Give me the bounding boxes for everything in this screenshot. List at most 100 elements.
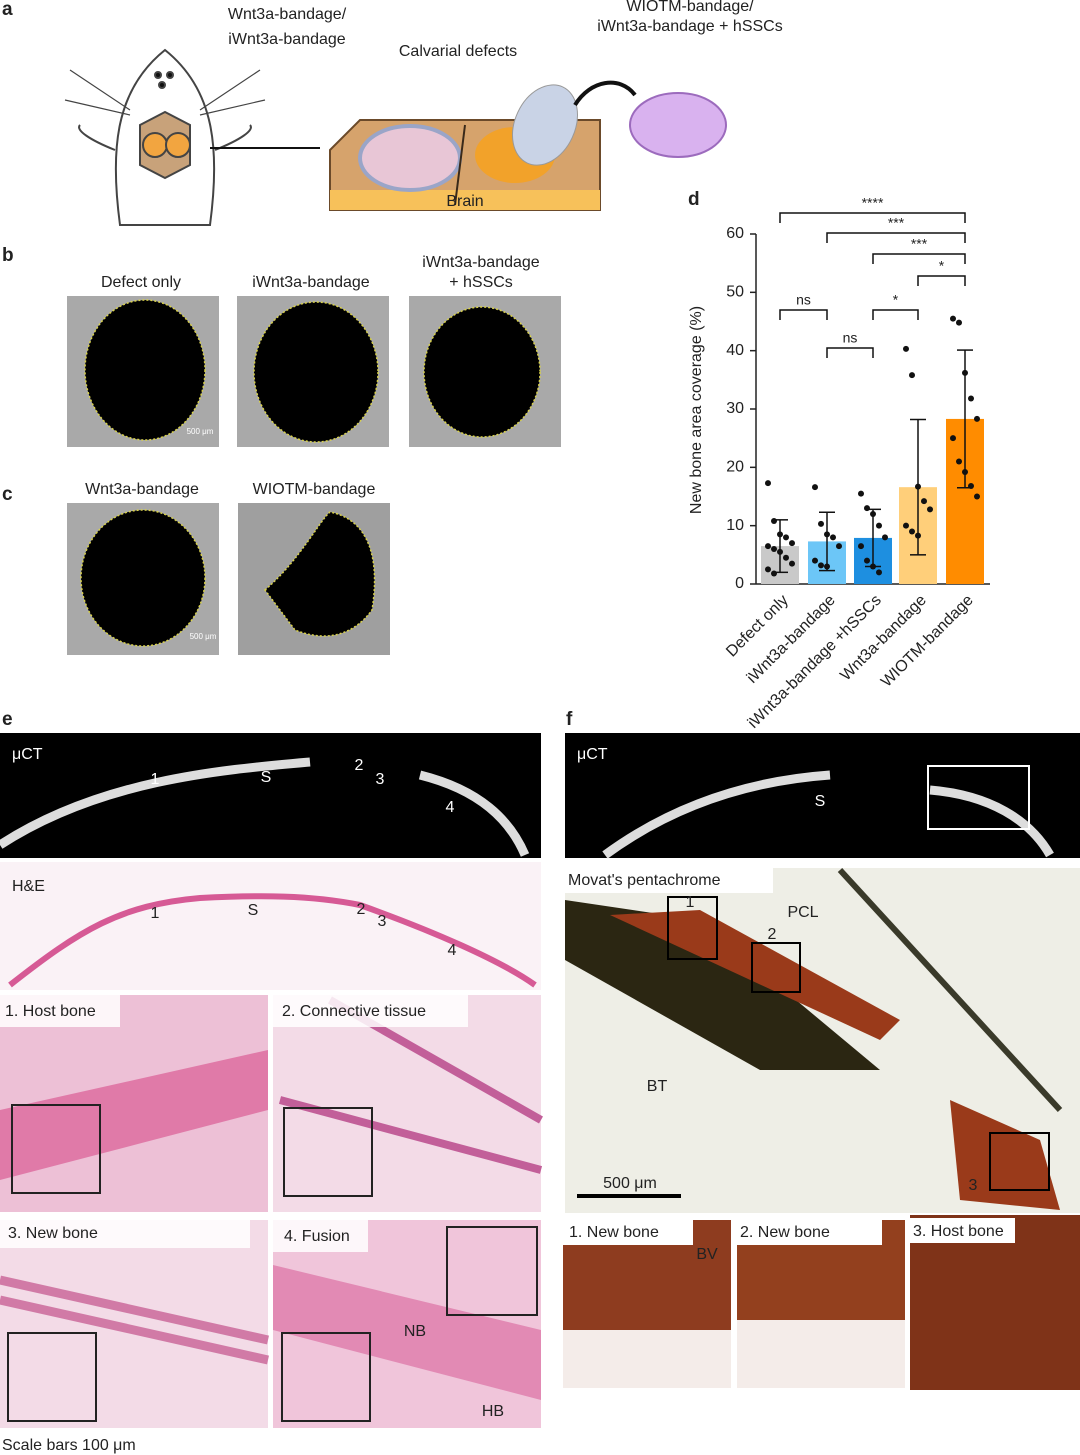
label: iWnt3a-bandage <box>228 31 346 48</box>
data-point <box>783 554 789 561</box>
significance-label: *** <box>911 236 928 252</box>
footnote: Scale bars 100 μm <box>2 1437 136 1454</box>
panel-letter: a <box>2 0 13 20</box>
data-point <box>909 528 915 535</box>
data-point <box>765 543 771 550</box>
data-point <box>765 566 771 573</box>
marker: 1 <box>151 771 160 788</box>
data-point <box>836 543 842 550</box>
y-tick-label: 40 <box>726 342 744 359</box>
inset-title: 1. New bone <box>569 1224 659 1241</box>
inset-title: 3. Host bone <box>913 1223 1004 1240</box>
data-point <box>812 484 818 491</box>
data-point <box>962 369 968 376</box>
data-point <box>824 563 830 570</box>
data-point <box>962 469 968 475</box>
bar-chart: New bone area coverage (%) 0 10 20 30 40 50 60… <box>688 195 990 732</box>
significance-label: * <box>893 292 899 308</box>
marker: 1 <box>686 894 695 911</box>
data-point <box>771 570 777 577</box>
marker: S <box>261 769 272 786</box>
scale-label: 500 μm <box>190 632 217 641</box>
data-point <box>870 511 876 517</box>
panel-letter: b <box>2 245 14 266</box>
data-point <box>915 532 921 539</box>
y-tick-label: 50 <box>726 284 744 301</box>
inset-title: 4. Fusion <box>284 1228 350 1245</box>
significance-label: * <box>939 258 945 274</box>
data-point <box>864 505 870 512</box>
data-point <box>777 548 783 555</box>
marker: 4 <box>446 799 455 816</box>
data-point <box>876 569 882 576</box>
marker: 4 <box>448 942 457 959</box>
y-tick-label: 60 <box>726 225 744 242</box>
significance-label: *** <box>888 215 905 231</box>
marker: 2 <box>355 757 364 774</box>
data-point <box>777 531 783 538</box>
label: Wnt3a-bandage/ <box>228 6 347 23</box>
significance-bracket <box>872 253 966 264</box>
label: iWnt3a-bandage <box>252 274 370 291</box>
panel-letter: d <box>688 189 700 210</box>
callout: BV <box>696 1246 718 1263</box>
significance-bracket <box>826 347 874 358</box>
marker: 3 <box>378 913 387 930</box>
skull-illustration <box>329 80 727 211</box>
data-point <box>968 395 974 402</box>
data-point <box>818 520 824 527</box>
significance-bracket <box>779 309 828 320</box>
data-point <box>876 522 882 529</box>
marker: 3 <box>376 771 385 788</box>
data-point <box>915 483 921 490</box>
label: Calvarial defects <box>399 43 517 60</box>
panel-letter: c <box>2 484 13 505</box>
data-point <box>956 319 962 326</box>
x-tick-label: Wnt3a-bandage <box>837 592 930 685</box>
data-point <box>818 562 824 569</box>
y-tick-label: 10 <box>726 517 744 534</box>
callout: PCL <box>787 904 818 921</box>
data-point <box>830 534 836 541</box>
marker: S <box>815 793 826 810</box>
y-tick-label: 20 <box>726 459 744 476</box>
data-point <box>903 522 909 529</box>
label: Brain <box>446 193 483 210</box>
scale-label: 500 μm <box>603 1175 657 1192</box>
label: Wnt3a-bandage <box>85 481 199 498</box>
label: + hSSCs <box>449 274 513 291</box>
data-point <box>864 557 870 564</box>
label: WIOTM-bandage/ <box>626 0 754 15</box>
label: μCT <box>577 746 608 763</box>
data-point <box>950 315 956 322</box>
data-point <box>974 493 980 500</box>
mouse-illustration <box>64 48 320 226</box>
data-point <box>882 534 888 541</box>
y-tick-label: 30 <box>726 400 744 417</box>
label: WIOTM-bandage <box>253 481 376 498</box>
data-point <box>789 540 795 547</box>
f-images <box>563 733 1080 1390</box>
label: Defect only <box>101 274 181 291</box>
label: μCT <box>12 746 43 763</box>
data-point <box>858 543 864 550</box>
significance-label: ns <box>843 330 858 346</box>
data-point <box>765 480 771 487</box>
data-point <box>771 518 777 524</box>
data-point <box>921 498 927 505</box>
marker: 2 <box>768 926 777 943</box>
marker: 1 <box>151 905 160 922</box>
data-point <box>824 531 830 538</box>
ct-images <box>67 296 561 655</box>
significance-bracket <box>826 232 966 243</box>
label: iWnt3a-bandage <box>422 254 540 271</box>
significance-label: **** <box>862 195 884 211</box>
significance-bracket <box>872 309 919 320</box>
inset-title: 3. New bone <box>8 1225 98 1242</box>
y-axis-label: New bone area coverage (%) <box>688 306 705 514</box>
x-tick-label: WIOTM-bandage <box>878 592 977 691</box>
panel-letter: e <box>2 709 13 730</box>
significance-label: ns <box>796 292 811 308</box>
data-point <box>956 458 962 465</box>
